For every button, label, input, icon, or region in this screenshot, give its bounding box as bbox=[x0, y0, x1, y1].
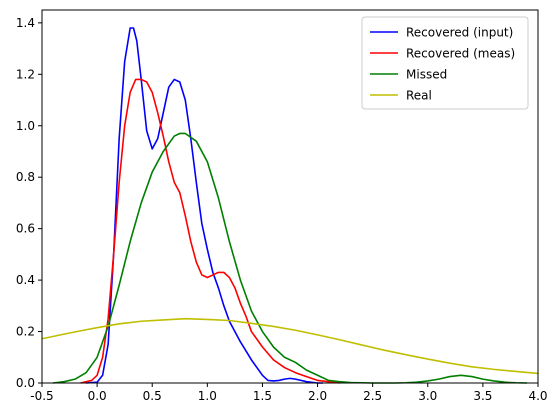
x-tick-label: 1.5 bbox=[253, 389, 272, 403]
x-tick-label: 3.0 bbox=[418, 389, 437, 403]
series-layer bbox=[41, 27, 539, 384]
x-tick-label: 2.5 bbox=[363, 389, 382, 403]
y-tick-label: 0.0 bbox=[16, 376, 35, 390]
y-tick-label: 1.0 bbox=[16, 119, 35, 133]
series-line-0 bbox=[86, 27, 324, 384]
x-tick-label: -0.5 bbox=[30, 389, 53, 403]
y-axis: 0.0 0.2 0.4 0.6 0.8 1.0 1.2 1.4 bbox=[16, 16, 42, 390]
legend-box bbox=[361, 16, 529, 110]
y-tick-label: 0.2 bbox=[16, 325, 35, 339]
x-tick-label: 0.5 bbox=[143, 389, 162, 403]
axes-frame bbox=[41, 9, 539, 384]
x-tick-label: 1.0 bbox=[198, 389, 217, 403]
y-tick-label: 0.4 bbox=[16, 273, 35, 287]
legend-label-3: Real bbox=[406, 89, 432, 103]
x-tick-label: 0.0 bbox=[88, 389, 107, 403]
x-tick-label: 2.0 bbox=[308, 389, 327, 403]
legend-label-1: Recovered (meas) bbox=[406, 47, 515, 61]
series-line-2 bbox=[52, 132, 527, 384]
x-axis: -0.5 0.0 0.5 1.0 1.5 2.0 2.5 3.0 3.5 4.0 bbox=[30, 383, 548, 403]
x-tick-label: 4.0 bbox=[528, 389, 547, 403]
x-tick-label: 3.5 bbox=[473, 389, 492, 403]
series-line-3 bbox=[41, 317, 539, 375]
y-tick-label: 0.6 bbox=[16, 222, 35, 236]
series-line-1 bbox=[80, 78, 340, 384]
y-tick-label: 1.2 bbox=[16, 67, 35, 81]
legend-label-0: Recovered (input) bbox=[406, 26, 513, 40]
y-tick-label: 1.4 bbox=[16, 16, 35, 30]
legend: Recovered (input) Recovered (meas) Missed R… bbox=[361, 16, 529, 110]
legend-label-2: Missed bbox=[406, 68, 447, 82]
y-tick-label: 0.8 bbox=[16, 170, 35, 184]
